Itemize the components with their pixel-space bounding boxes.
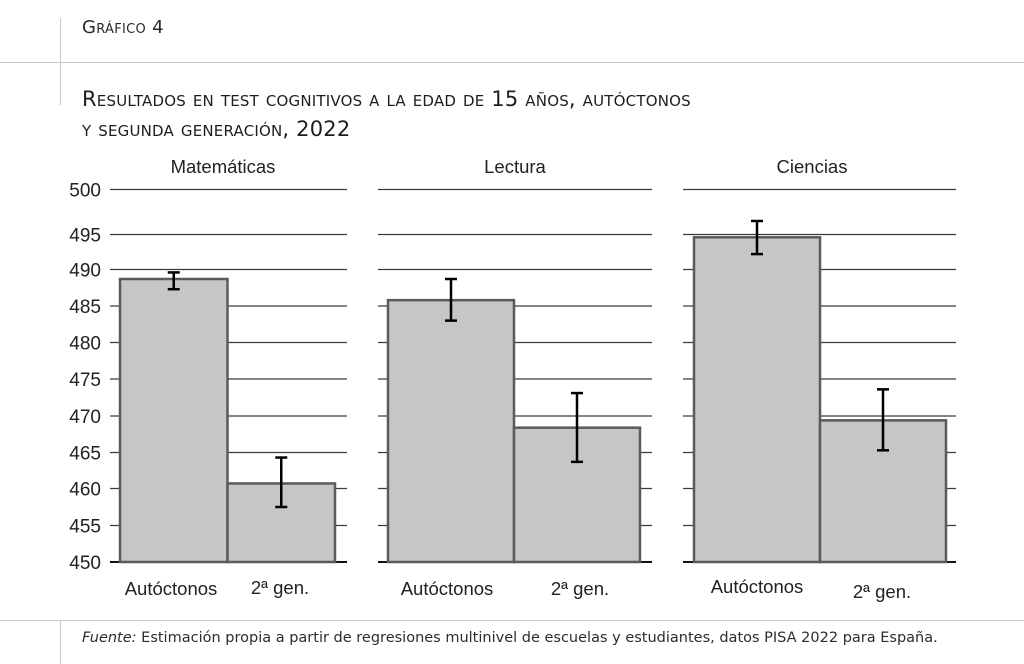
panel-title: Matemáticas [171, 156, 276, 177]
y-tick-label: 495 [69, 226, 101, 247]
y-tick-label: 500 [69, 181, 101, 202]
y-tick-label: 475 [69, 370, 101, 391]
bar [118, 277, 229, 564]
chart-area: 450 455 460 465 470 475 480 485 490 495 500 Matemát… [69, 156, 956, 602]
x-category-label: Autóctonos [125, 578, 218, 599]
header-divider [0, 62, 1024, 63]
vertical-rule [60, 18, 61, 105]
x-category-label: Autóctonos [401, 578, 494, 599]
x-category-label: 2ª gen. [551, 578, 609, 599]
source-prefix: Fuente: [82, 630, 137, 646]
x-category-label: 2ª gen. [853, 581, 911, 602]
bar [692, 236, 822, 564]
panel-title: Ciencias [777, 156, 848, 177]
y-tick-label: 455 [69, 517, 101, 538]
footer-vertical-rule [60, 621, 61, 664]
chart-title-line-2: y segunda generación, 2022 [82, 117, 351, 141]
y-tick-label: 460 [69, 480, 101, 501]
x-category-label: 2ª gen. [251, 577, 309, 598]
panel-title: Lectura [484, 156, 546, 177]
x-category-label: Autóctonos [711, 576, 804, 597]
y-tick-label: 485 [69, 297, 101, 318]
y-tick-label: 470 [69, 407, 101, 428]
figure-label: Gráfico 4 [82, 17, 164, 38]
source-note: Fuente: Estimación propia a partir de re… [82, 630, 938, 646]
y-tick-label: 450 [69, 553, 101, 574]
bar [386, 298, 516, 564]
footer-divider [0, 620, 1024, 621]
chart-title: Resultados en test cognitivos a la edad … [82, 84, 691, 144]
source-text: Estimación propia a partir de regresione… [136, 630, 938, 646]
y-tick-label: 490 [69, 261, 101, 282]
chart-title-line-1: Resultados en test cognitivos a la edad … [82, 87, 691, 111]
y-tick-label: 465 [69, 444, 101, 465]
y-tick-label: 480 [69, 334, 101, 355]
